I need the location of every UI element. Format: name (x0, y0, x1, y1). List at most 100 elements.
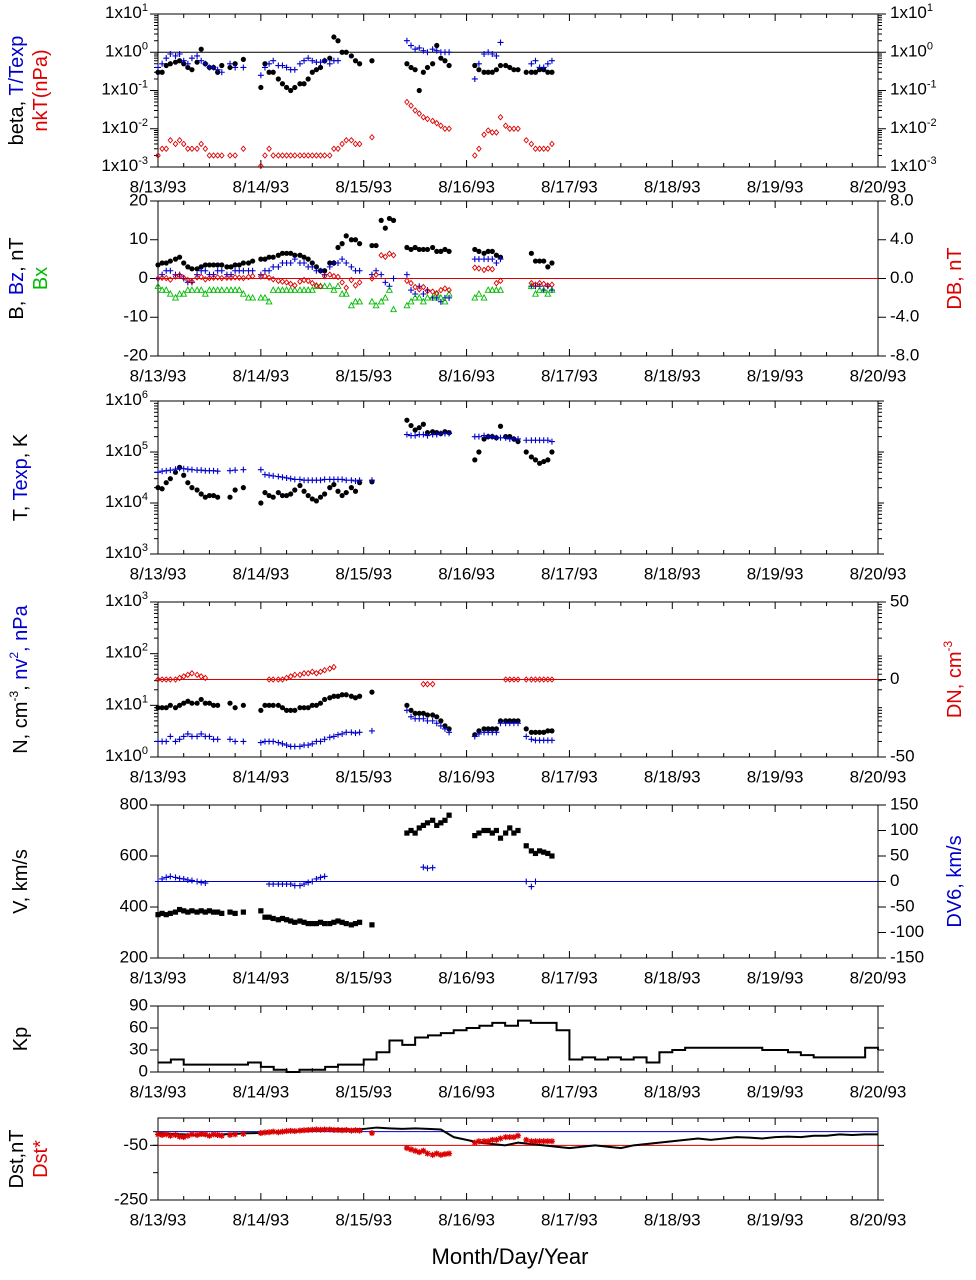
data-point (266, 69, 272, 75)
data-point (348, 53, 354, 59)
data-point (373, 271, 379, 278)
x-tick-label: 8/16/93 (438, 177, 495, 196)
x-tick-label: 8/19/93 (747, 767, 804, 786)
data-point (424, 865, 431, 872)
data-point (262, 152, 268, 159)
data-point (412, 244, 418, 251)
data-point (493, 1136, 500, 1143)
data-point (390, 251, 397, 259)
data-point (322, 491, 328, 497)
data-point (317, 282, 324, 290)
data-point (258, 256, 264, 262)
data-point (265, 297, 273, 305)
data-point (412, 283, 418, 291)
data-point (189, 67, 195, 73)
y-left-tick-label: 800 (120, 794, 148, 813)
data-point (257, 1130, 264, 1137)
data-point (197, 286, 205, 293)
data-point (227, 909, 233, 915)
data-point (420, 291, 427, 297)
data-point (297, 671, 303, 679)
data-point (326, 734, 333, 741)
data-point (339, 476, 346, 483)
data-point (155, 676, 161, 683)
data-point (219, 62, 225, 69)
data-point (219, 262, 225, 268)
data-point (172, 469, 179, 475)
data-point (317, 64, 324, 71)
data-point (348, 263, 355, 270)
data-point (404, 830, 410, 836)
data-point (497, 62, 504, 69)
x-tick-label: 8/14/93 (232, 767, 289, 786)
data-point (261, 64, 268, 71)
data-point (305, 742, 312, 749)
data-point (163, 705, 169, 711)
data-point (313, 1126, 320, 1133)
data-point (415, 293, 423, 301)
data-point (313, 875, 320, 882)
data-point (309, 878, 316, 885)
y-left-tick-label: 1x103 (105, 542, 148, 563)
data-point (523, 733, 530, 740)
data-point (292, 919, 298, 925)
data-point (429, 46, 436, 53)
data-point (159, 676, 165, 683)
data-point (279, 740, 286, 747)
series-v (155, 812, 555, 928)
data-point (313, 920, 319, 927)
series-db (155, 250, 555, 297)
data-point (258, 707, 264, 713)
data-point (214, 274, 221, 281)
data-point (189, 670, 195, 677)
data-point (159, 69, 165, 75)
x-tick-label: 8/17/93 (541, 767, 598, 786)
data-point (258, 162, 264, 170)
data-point (185, 264, 191, 270)
data-point (154, 282, 162, 289)
data-point (330, 1127, 337, 1134)
y-left-tick-label: 0 (139, 268, 148, 287)
data-point (390, 275, 397, 282)
y-axis-label-right: DV6, km/s (944, 835, 966, 927)
data-point (386, 215, 393, 222)
data-point (313, 282, 320, 289)
data-point (176, 136, 183, 144)
data-point (475, 60, 482, 67)
data-point (240, 702, 246, 708)
data-point (155, 1131, 161, 1138)
data-point (227, 736, 233, 743)
y-left-tick-label: 600 (120, 845, 148, 864)
y-right-tick-label: -150 (890, 947, 924, 966)
data-point (515, 1132, 521, 1139)
data-point (296, 743, 303, 750)
data-point (412, 107, 418, 114)
data-point (291, 256, 298, 263)
data-point (424, 820, 431, 826)
data-point (489, 256, 496, 263)
data-point (549, 853, 555, 859)
data-point (159, 274, 165, 282)
x-tick-label: 8/18/93 (644, 1210, 701, 1229)
data-point (236, 262, 242, 268)
data-point (210, 492, 217, 499)
data-point (163, 1131, 170, 1138)
data-point (348, 477, 355, 484)
data-point (372, 301, 380, 309)
x-tick-label: 8/14/93 (232, 564, 289, 583)
data-point (279, 278, 286, 285)
data-point (523, 878, 530, 885)
data-point (378, 271, 385, 278)
data-point (291, 1128, 298, 1135)
x-tick-label: 8/14/93 (232, 366, 289, 385)
data-point (357, 919, 363, 925)
data-point (434, 42, 440, 49)
data-point (279, 705, 286, 711)
data-point (296, 286, 304, 293)
data-point (335, 488, 341, 494)
data-point (283, 279, 290, 286)
data-point (210, 909, 217, 915)
data-point (214, 152, 221, 159)
